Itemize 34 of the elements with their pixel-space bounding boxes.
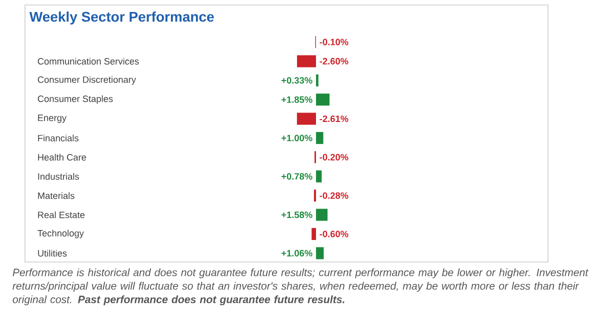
data-label: +1.85%: [282, 96, 312, 103]
bar: [312, 228, 316, 240]
data-label: -0.60%: [320, 230, 348, 238]
y-tick-label: Materials: [38, 192, 74, 199]
y-tick-label: Utilities: [38, 250, 67, 257]
bar: [316, 247, 324, 260]
data-label: +0.33%: [282, 77, 312, 84]
data-label: -2.61%: [320, 116, 348, 122]
y-tick-label: Consumer Staples: [38, 95, 113, 104]
bar: [316, 94, 330, 106]
y-tick-label: Real Estate: [38, 211, 85, 218]
text: Performance is historical and does not guarantee future results; current performance may be lower or higher. Investment returns/principal value will fluctuate so that an investor's shares, when redeemed, may be worth more or less than their original cost. Past performance does not guarantee future results.: [12, 268, 588, 306]
data-label: -2.60%: [320, 58, 348, 64]
y-tick-label: Financials: [38, 134, 78, 142]
text: Weekly Sector Performance: [29, 11, 214, 25]
y-tick-label: Communication Services: [38, 58, 139, 65]
bar: [316, 132, 324, 144]
data-label: +0.78%: [282, 173, 312, 180]
bar: [296, 112, 316, 125]
y-tick-label: Industrials: [38, 173, 79, 180]
bar: [297, 55, 316, 68]
bar: [316, 170, 322, 182]
data-label: +1.58%: [282, 212, 312, 218]
y-tick-label: Technology: [38, 230, 84, 238]
bar: [316, 208, 328, 221]
data-label: -0.20%: [320, 154, 348, 160]
y-tick-label: Consumer Discretionary: [38, 76, 136, 85]
y-tick-label: Health Care: [38, 154, 86, 161]
bar: [316, 74, 318, 86]
data-label: +1.00%: [282, 134, 312, 142]
data-label: -0.10%: [320, 38, 348, 46]
data-label: +1.06%: [282, 250, 312, 256]
y-tick-label: Energy: [38, 114, 67, 123]
data-label: -0.28%: [320, 192, 348, 199]
